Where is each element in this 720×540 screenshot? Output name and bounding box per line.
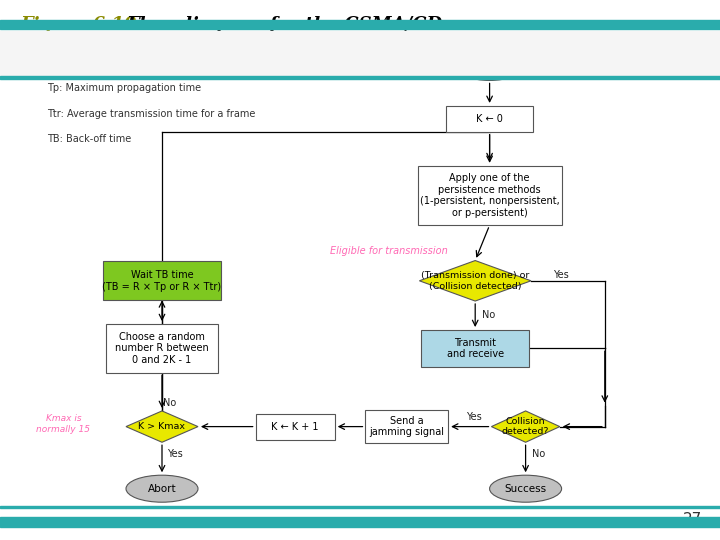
Text: Flow diagram for the CSMA/CD: Flow diagram for the CSMA/CD [126, 16, 442, 34]
Text: K ← 0: K ← 0 [476, 114, 503, 124]
Text: Eligible for transmission: Eligible for transmission [330, 246, 448, 256]
Text: (Transmission done) or
(Collision detected): (Transmission done) or (Collision detect… [421, 271, 529, 291]
Text: No: No [163, 398, 176, 408]
Polygon shape [419, 261, 531, 301]
Polygon shape [491, 411, 560, 442]
Ellipse shape [457, 55, 522, 80]
FancyBboxPatch shape [107, 324, 217, 373]
Text: No: No [482, 309, 495, 320]
Text: K ← K + 1: K ← K + 1 [271, 422, 319, 431]
FancyBboxPatch shape [365, 410, 448, 443]
Text: Collision
detected?: Collision detected? [502, 417, 549, 436]
Text: Send a
jamming signal: Send a jamming signal [369, 416, 444, 437]
Ellipse shape [126, 475, 198, 502]
Text: TB: Back-off time: TB: Back-off time [47, 134, 131, 145]
Text: K > Kmax: K > Kmax [138, 422, 186, 431]
Text: Start: Start [477, 63, 503, 72]
FancyBboxPatch shape [418, 166, 562, 225]
FancyBboxPatch shape [421, 330, 529, 367]
FancyBboxPatch shape [446, 106, 533, 132]
FancyBboxPatch shape [256, 414, 335, 440]
Text: Wait TB time
(TB = R × Tp or R × Ttr): Wait TB time (TB = R × Tp or R × Ttr) [102, 270, 222, 292]
Text: Yes: Yes [466, 412, 481, 422]
Text: 27: 27 [683, 511, 702, 526]
Text: Yes: Yes [553, 271, 568, 280]
Text: Abort: Abort [148, 484, 176, 494]
Text: No: No [532, 449, 545, 459]
Text: Success: Success [505, 484, 546, 494]
Text: Tp: Maximum propagation time: Tp: Maximum propagation time [47, 83, 201, 93]
Ellipse shape [490, 475, 562, 502]
Text: Apply one of the
persistence methods
(1-persistent, nonpersistent,
or p-persiste: Apply one of the persistence methods (1-… [420, 173, 559, 218]
Text: Station has
a frame to send: Station has a frame to send [354, 43, 431, 65]
Text: Transmit
and receive: Transmit and receive [446, 338, 504, 359]
Text: Kmax is
normally 15: Kmax is normally 15 [36, 414, 91, 434]
Text: Yes: Yes [167, 449, 183, 459]
Text: Choose a random
number R between
0 and 2K - 1: Choose a random number R between 0 and 2… [115, 332, 209, 365]
FancyBboxPatch shape [103, 261, 222, 300]
Text: Ttr: Average transmission time for a frame: Ttr: Average transmission time for a fra… [47, 109, 255, 119]
Text: K: Number of attempts: K: Number of attempts [47, 57, 159, 67]
Polygon shape [126, 411, 198, 442]
Text: Figure 6.10: Figure 6.10 [20, 16, 137, 34]
